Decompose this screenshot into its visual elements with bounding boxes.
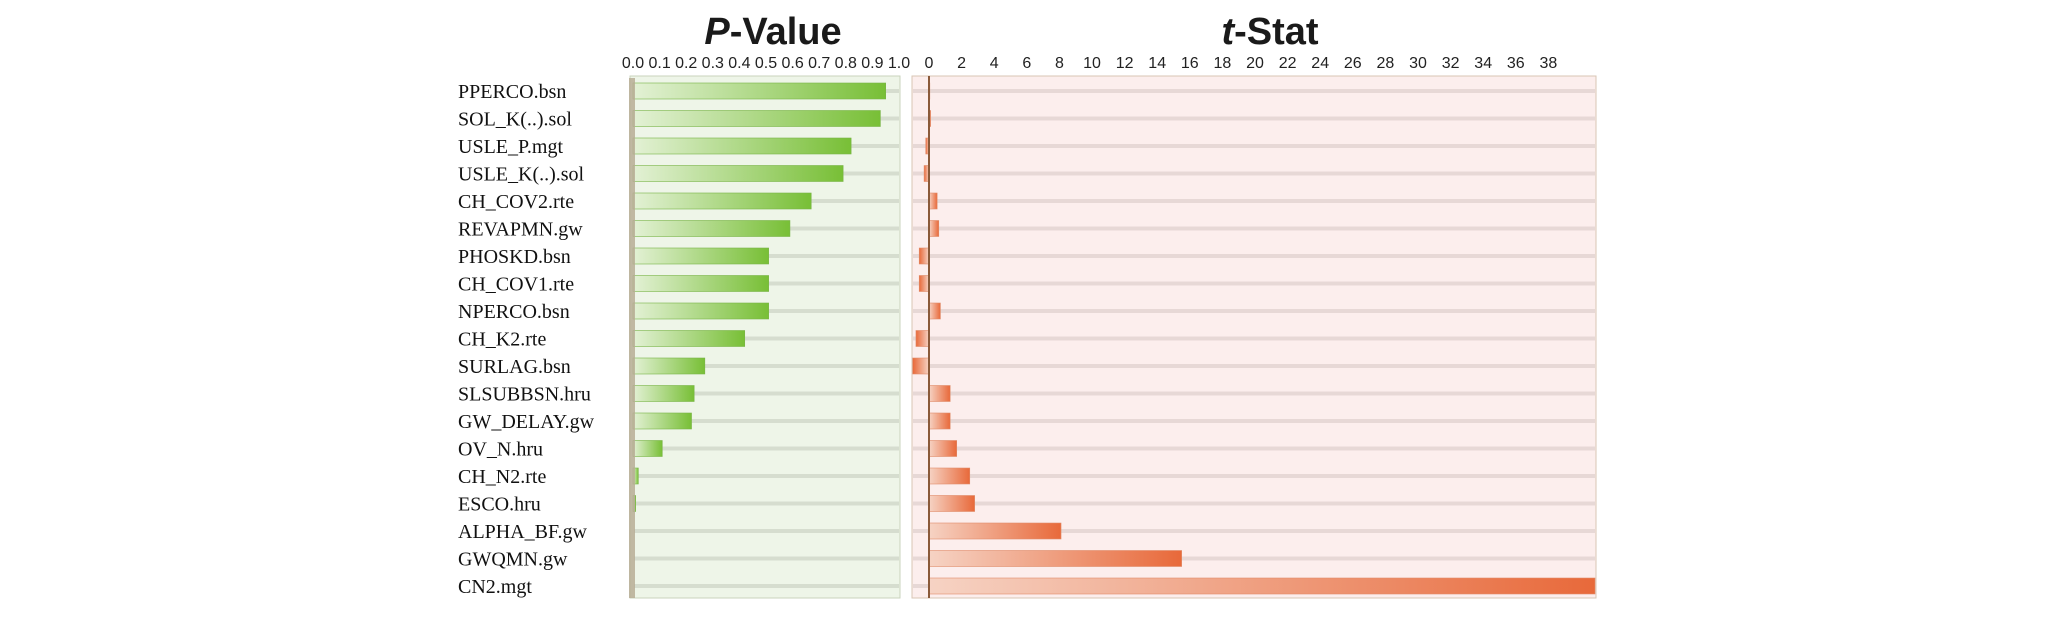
parameter-label: GWQMN.gw [458, 549, 568, 571]
tstat-bar [928, 302, 941, 320]
tstat-bar [928, 192, 938, 210]
pvalue-tick-label: 0.9 [861, 55, 883, 72]
parameter-label: CH_N2.rte [458, 466, 546, 488]
tstat-bar [915, 330, 930, 347]
tstat-bar [928, 577, 1596, 595]
tstat-tick-label: 20 [1246, 55, 1264, 72]
parameter-labels: PPERCO.bsn SOL_K(..).sol USLE_P.mgt USLE_K(… [458, 81, 595, 598]
parameter-label: CH_COV1.rte [458, 274, 574, 296]
bars [632, 82, 1596, 595]
tstat-tick-label: 4 [990, 55, 999, 72]
tstat-tick-label: 6 [1022, 55, 1031, 72]
pvalue-bar [632, 275, 769, 292]
pvalue-bar [632, 357, 706, 375]
tstat-tick-label: 22 [1279, 55, 1297, 72]
pvalue-tick-label: 1.0 [888, 55, 910, 72]
pvalue-bar [632, 165, 844, 182]
tstat-tick-label: 32 [1442, 55, 1460, 72]
pvalue-bar [632, 137, 852, 155]
pvalue-tick-label: 0.1 [648, 55, 670, 72]
parameter-label: ESCO.hru [458, 494, 541, 516]
tstat-bar [928, 220, 940, 237]
parameter-label: ALPHA_BF.gw [458, 521, 588, 543]
parameter-label: SURLAG.bsn [458, 356, 571, 378]
tstat-bar [928, 522, 1062, 540]
tstat-tick-label: 28 [1377, 55, 1395, 72]
parameter-label: USLE_P.mgt [458, 136, 563, 158]
pvalue-tick-label: 0.0 [622, 55, 644, 72]
pvalue-tick-label: 0.6 [781, 55, 803, 72]
pvalue-axis-strip [629, 78, 635, 598]
pvalue-bar [632, 302, 769, 320]
tstat-bar [928, 412, 951, 430]
pvalue-bar [632, 330, 746, 347]
tstat-tick-label: 30 [1409, 55, 1427, 72]
tstat-tick-label: 16 [1181, 55, 1199, 72]
pvalue-title: P-Value [704, 11, 841, 53]
pvalue-tick-label: 0.8 [835, 55, 857, 72]
tstat-tick-label: 10 [1083, 55, 1101, 72]
tstat-tick-label: 2 [957, 55, 966, 72]
tstat-tick-label: 0 [925, 55, 934, 72]
tstat-bar [912, 357, 930, 375]
parameter-label: GW_DELAY.gw [458, 411, 595, 433]
parameter-label: USLE_K(..).sol [458, 164, 585, 186]
tstat-tick-label: 36 [1507, 55, 1525, 72]
pvalue-bar [632, 82, 886, 100]
pvalue-tick-label: 0.2 [675, 55, 697, 72]
tstat-title: t-Stat [1221, 11, 1318, 53]
pvalue-bar [632, 220, 791, 237]
parameter-label: SLSUBBSN.hru [458, 384, 591, 406]
pvalue-bar [632, 412, 692, 430]
parameter-label: REVAPMN.gw [458, 219, 583, 241]
pvalue-bar [632, 247, 769, 265]
parameter-label: PPERCO.bsn [458, 81, 566, 103]
tstat-bar [928, 550, 1182, 567]
parameter-label: PHOSKD.bsn [458, 246, 571, 268]
tstat-tick-label: 8 [1055, 55, 1064, 72]
tstat-tick-label: 18 [1214, 55, 1232, 72]
pvalue-bar [632, 192, 812, 210]
tstat-bar [928, 467, 971, 485]
tstat-bar [928, 495, 975, 512]
pvalue-tick-label: 0.3 [702, 55, 724, 72]
parameter-label: CH_COV2.rte [458, 191, 574, 213]
parameter-label: SOL_K(..).sol [458, 109, 572, 131]
parameter-label: OV_N.hru [458, 439, 543, 461]
pvalue-bar [632, 440, 663, 457]
parameter-label: CN2.mgt [458, 576, 532, 598]
parameter-label: CH_K2.rte [458, 329, 546, 351]
tstat-bar [918, 275, 930, 292]
tstat-bar [918, 247, 930, 265]
pvalue-tick-label: 0.5 [755, 55, 777, 72]
tstat-bar [928, 385, 951, 402]
tstat-bar [928, 440, 958, 457]
pvalue-bar [632, 110, 881, 127]
tstat-tick-label: 38 [1540, 55, 1558, 72]
axis-ticks: 0.0 0.1 0.2 0.3 0.4 0.5 0.6 0.7 0.8 0.9 1.0 0 2 4 6 8 10… [622, 55, 1558, 72]
tstat-tick-label: 12 [1116, 55, 1134, 72]
tstat-tick-label: 26 [1344, 55, 1362, 72]
tstat-tick-label: 34 [1474, 55, 1492, 72]
pvalue-tick-label: 0.4 [728, 55, 750, 72]
parameter-label: NPERCO.bsn [458, 301, 570, 323]
pvalue-bar [632, 385, 695, 402]
pvalue-tick-label: 0.7 [808, 55, 830, 72]
tstat-tick-label: 14 [1148, 55, 1166, 72]
tstat-tick-label: 24 [1311, 55, 1329, 72]
